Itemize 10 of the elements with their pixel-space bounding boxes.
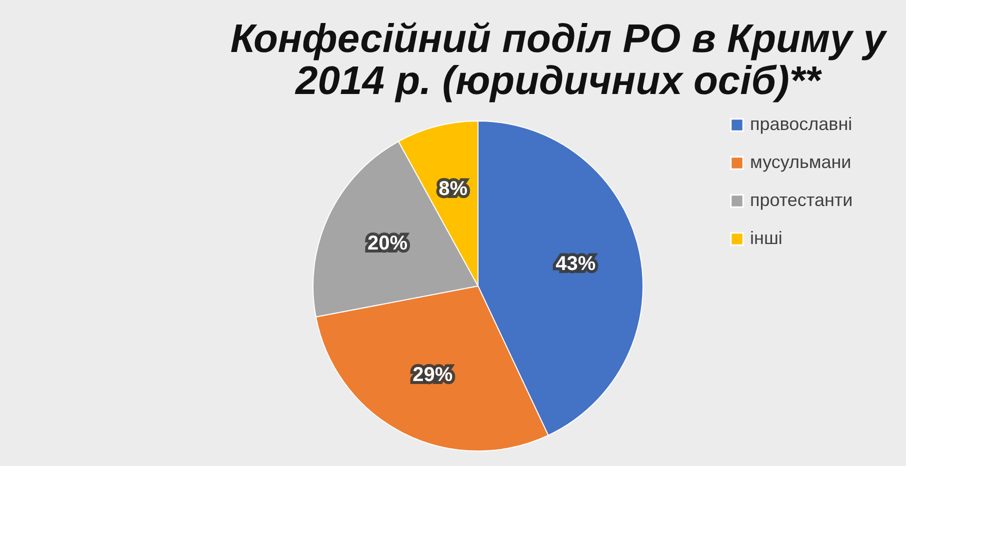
text: Конфесійний поділ РО в Криму у	[230, 17, 886, 61]
data-label: 43%	[556, 253, 596, 276]
legend-label: протестанти	[750, 190, 853, 210]
text: 2014 р. (юридичних осіб)**	[296, 59, 820, 103]
legend-label: інші	[750, 228, 782, 248]
legend-label: мусульмани	[750, 152, 852, 172]
data-label: 29%	[412, 364, 453, 386]
data-label: 20%	[368, 232, 408, 254]
legend-label: православні	[750, 114, 852, 134]
data-label: 8%	[438, 178, 468, 200]
